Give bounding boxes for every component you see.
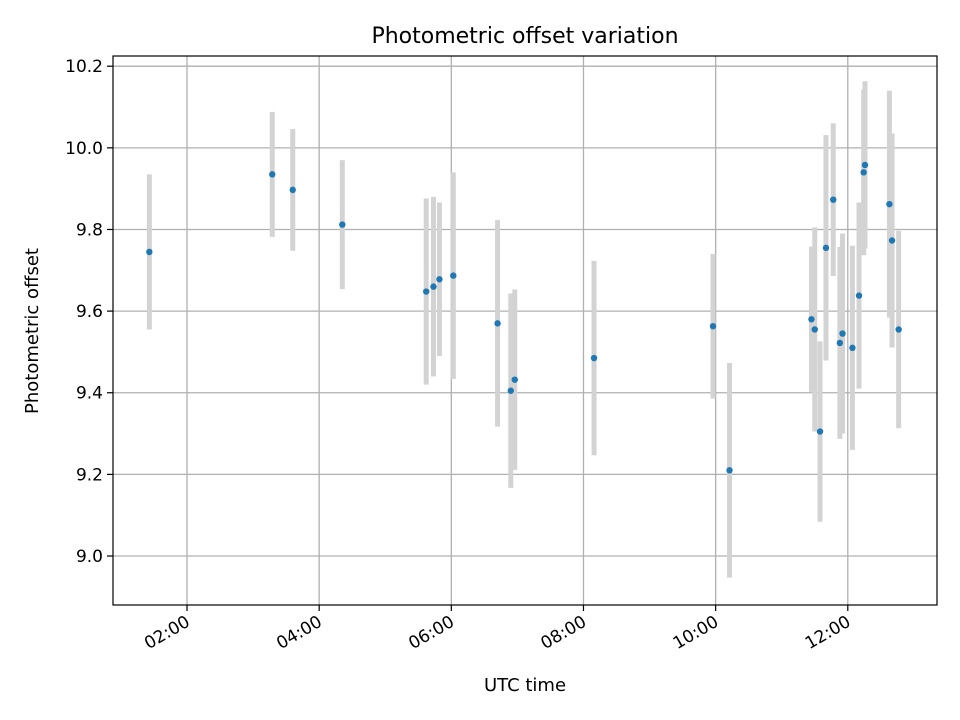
- y-tick-label: 9.0: [76, 547, 103, 567]
- data-point: [888, 237, 896, 244]
- data-points: [146, 161, 902, 474]
- data-point: [849, 344, 856, 352]
- x-axis-label: UTC time: [484, 675, 566, 696]
- y-tick-label: 9.2: [76, 465, 103, 485]
- plot-frame: [112, 55, 938, 606]
- y-tick-label: 9.6: [76, 302, 103, 322]
- data-point: [886, 200, 893, 208]
- data-point: [269, 171, 276, 178]
- data-point: [430, 283, 437, 290]
- data-point: [450, 272, 457, 279]
- data-point: [822, 244, 830, 252]
- data-point: [839, 330, 846, 337]
- data-point: [860, 169, 867, 176]
- data-point: [590, 354, 598, 362]
- y-axis-label: Photometric offset: [22, 248, 43, 414]
- data-point: [808, 316, 815, 323]
- data-point: [436, 276, 443, 283]
- data-point: [494, 320, 501, 327]
- data-point: [855, 292, 863, 299]
- data-point: [289, 186, 296, 194]
- data-point: [507, 387, 514, 394]
- y-tick-label: 10.0: [65, 139, 103, 159]
- data-point: [726, 467, 733, 474]
- data-point: [816, 428, 824, 435]
- y-tick-label: 9.8: [76, 220, 103, 240]
- y-tick-label: 9.4: [76, 384, 103, 404]
- data-point: [709, 323, 717, 330]
- data-point: [339, 221, 346, 228]
- data-point: [423, 288, 430, 295]
- data-point: [811, 326, 818, 333]
- data-point: [895, 326, 902, 333]
- y-tick-label: 10.2: [65, 57, 103, 77]
- data-point: [836, 339, 844, 347]
- data-point: [830, 196, 837, 203]
- chart-title: Photometric offset variation: [371, 24, 678, 49]
- data-point: [861, 161, 869, 169]
- data-point: [146, 248, 153, 256]
- data-point: [511, 376, 518, 383]
